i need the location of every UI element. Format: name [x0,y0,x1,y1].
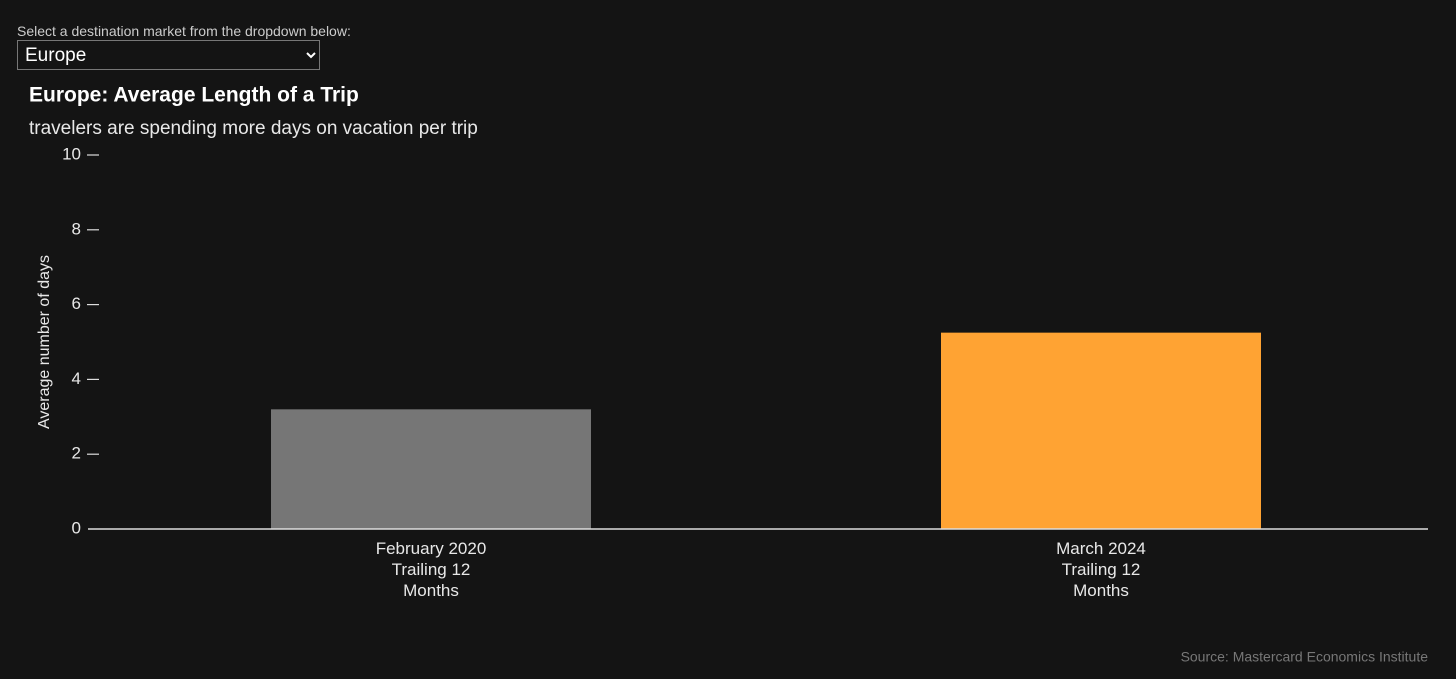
chart-subtitle: travelers are spending more days on vaca… [29,118,478,139]
x-tick-label: March 2024 Trailing 12 Months [1056,539,1146,600]
x-tick-label: February 2020 Trailing 12 Months [375,539,487,600]
dropdown-label: Select a destination market from the dro… [17,23,351,39]
y-tick-label: 8 [72,219,81,238]
market-dropdown[interactable]: Europe [17,40,320,70]
bar [271,409,591,529]
y-axis-label: Average number of days [36,255,53,429]
bar [941,332,1261,529]
y-tick-label: 6 [72,294,81,313]
chart-title: Europe: Average Length of a Trip [29,84,359,107]
y-tick-label: 0 [72,518,81,537]
source: Source: Mastercard Economics Institute [1181,649,1429,665]
y-tick-label: 4 [72,369,81,388]
y-tick-label: 2 [72,444,81,463]
y-tick-label: 10 [62,144,81,163]
